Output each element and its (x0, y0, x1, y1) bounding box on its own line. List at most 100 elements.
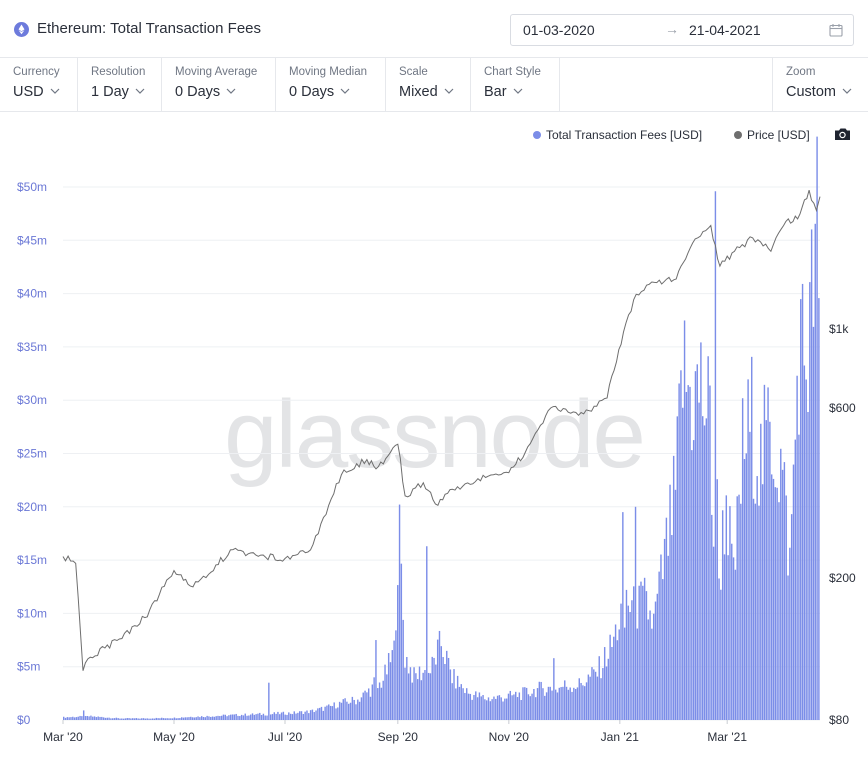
fee-bar (649, 610, 651, 720)
fee-bar (787, 575, 789, 720)
fees-legend-dot (533, 131, 541, 139)
fee-bar (747, 379, 749, 720)
fee-bar (729, 506, 731, 720)
moving-median-value: 0 Days (289, 84, 335, 100)
fee-bar (122, 718, 125, 720)
fee-bar (224, 714, 226, 720)
fee-bar (416, 679, 419, 720)
fee-bar (622, 512, 624, 720)
fee-bar (776, 487, 778, 720)
fee-bar (790, 514, 793, 720)
fee-bar (678, 383, 680, 720)
fee-bar (633, 586, 635, 720)
fee-bar (778, 502, 780, 720)
fee-bar (280, 712, 283, 720)
date-range-picker[interactable]: 01-03-2020 → 21-04-2021 (510, 14, 854, 46)
fee-bar (128, 718, 130, 720)
legend-item-price[interactable]: Price [USD] (734, 128, 810, 142)
fee-bar (101, 716, 103, 720)
camera-icon[interactable] (834, 127, 851, 146)
legend-item-fees[interactable]: Total Transaction Fees [USD] (533, 128, 702, 142)
fee-bar (660, 554, 662, 720)
fee-bar (491, 699, 493, 720)
moving-median-select[interactable]: Moving Median 0 Days (276, 58, 386, 111)
fee-bar (533, 689, 535, 720)
fee-bar (311, 709, 314, 720)
legend-price-label: Price [USD] (747, 128, 810, 142)
fee-bar (752, 498, 755, 720)
fee-bar (725, 495, 728, 720)
fee-bar (190, 716, 192, 720)
fee-bar (493, 696, 495, 720)
calendar-icon[interactable] (829, 23, 843, 42)
fee-bar (264, 715, 266, 720)
fee-bar (438, 630, 441, 720)
fee-bar (233, 714, 236, 720)
fee-bar (738, 494, 740, 720)
fee-bar (164, 718, 167, 720)
fee-bar (504, 698, 506, 720)
fee-bar (195, 717, 197, 720)
fee-bar (772, 478, 775, 720)
fee-bar (789, 547, 791, 720)
currency-label: Currency (13, 66, 60, 78)
chevron-down-icon (226, 88, 236, 94)
fee-bar (429, 673, 432, 720)
currency-select[interactable]: Currency USD (0, 58, 78, 111)
fee-bar (395, 630, 397, 720)
fee-bar (794, 439, 797, 720)
fee-bar (702, 416, 704, 720)
fee-bar (422, 672, 424, 720)
fee-bar (453, 669, 455, 720)
zoom-select[interactable]: Zoom Custom (772, 58, 868, 111)
fee-bar (362, 692, 364, 720)
fee-bar (348, 703, 350, 720)
fee-bar (219, 716, 221, 720)
fee-bar (498, 695, 501, 720)
fee-bar (384, 664, 386, 720)
fee-bar (560, 687, 562, 720)
fee-bar (97, 716, 99, 720)
fee-bar (338, 701, 341, 720)
fee-bar (796, 375, 798, 720)
fee-bar (398, 504, 401, 720)
moving-average-label: Moving Average (175, 66, 258, 78)
fee-bar (90, 715, 92, 720)
fee-bar (527, 694, 530, 720)
chart-style-select[interactable]: Chart Style Bar (471, 58, 560, 111)
chevron-down-icon (135, 88, 145, 94)
fee-bar (525, 687, 528, 720)
fee-bar (569, 687, 571, 720)
fee-bar (605, 666, 608, 720)
fee-bar (240, 714, 243, 720)
fee-bar (616, 640, 619, 720)
fee-bar (135, 718, 138, 720)
fee-bar (751, 356, 753, 720)
fee-bar (357, 699, 359, 720)
fee-bar (436, 639, 439, 720)
price-line (62, 189, 821, 671)
fee-bar (694, 371, 697, 720)
fee-bar (511, 695, 513, 720)
fee-bar (328, 704, 330, 720)
fee-bar (295, 713, 297, 720)
fee-bar (689, 386, 691, 720)
date-from-input[interactable]: 01-03-2020 (523, 22, 595, 38)
fee-bar (500, 697, 502, 720)
fee-bar (574, 689, 577, 720)
fee-bar (507, 693, 510, 720)
fee-bar (547, 686, 550, 720)
resolution-select[interactable]: Resolution 1 Day (78, 58, 162, 111)
fee-bar (95, 717, 98, 720)
date-to-input[interactable]: 21-04-2021 (689, 22, 761, 38)
fee-bar (404, 667, 406, 720)
moving-average-select[interactable]: Moving Average 0 Days (162, 58, 276, 111)
scale-select[interactable]: Scale Mixed (386, 58, 471, 111)
fee-bar (611, 646, 613, 720)
y-tick-label: $0 (17, 713, 31, 727)
fee-bar (585, 682, 588, 720)
fee-bar (651, 628, 653, 720)
chevron-down-icon (842, 88, 852, 94)
fee-bar (442, 657, 444, 720)
